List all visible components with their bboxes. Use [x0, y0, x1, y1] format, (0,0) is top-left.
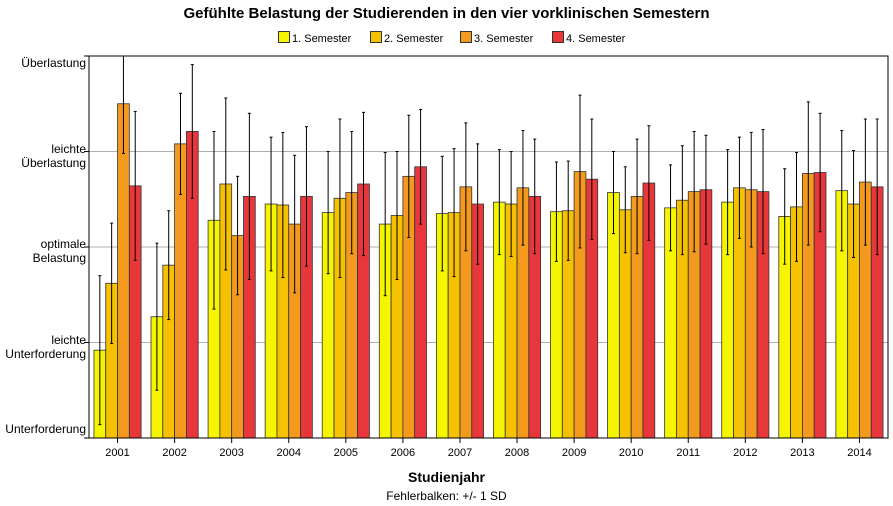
- legend-item: 4. Semester: [552, 31, 625, 46]
- x-tick-label: 2004: [277, 447, 301, 459]
- y-tick-label: leichte Überlastung: [21, 141, 86, 170]
- x-tick-label: 2014: [847, 447, 871, 459]
- legend-swatch: [552, 31, 564, 43]
- legend: 1. Semester 2. Semester 3. Semester 4. Seme…: [0, 31, 893, 47]
- x-axis-title: Studienjahr: [407, 469, 485, 485]
- legend-swatch: [370, 31, 382, 43]
- legend-label: 2. Semester: [384, 33, 444, 45]
- x-tick-label: 2005: [334, 447, 358, 459]
- legend-label: 4. Semester: [566, 33, 626, 45]
- chart-footnote: Fehlerbalken: +/- 1 SD: [386, 489, 507, 503]
- legend-item: 3. Semester: [460, 31, 533, 46]
- x-tick-label: 2002: [162, 447, 186, 459]
- x-tick-label: 2012: [733, 447, 757, 459]
- legend-swatch: [278, 31, 290, 43]
- x-tick-label: 2003: [219, 447, 243, 459]
- y-tick-label: Überlastung: [21, 56, 86, 70]
- x-tick-label: 2006: [391, 447, 415, 459]
- legend-item: 1. Semester: [278, 31, 351, 46]
- legend-swatch: [460, 31, 472, 43]
- x-tick-label: 2013: [790, 447, 814, 459]
- x-tick-label: 2008: [505, 447, 529, 459]
- y-tick-label: Unterforderung: [5, 422, 86, 436]
- x-tick-label: 2007: [448, 447, 472, 459]
- legend-item: 2. Semester: [370, 31, 443, 46]
- plot-frame: [88, 55, 889, 439]
- y-tick-label: leichte Unterforderung: [5, 332, 86, 361]
- y-tick-label: optimale Belastung: [32, 237, 86, 265]
- x-tick-label: 2010: [619, 447, 643, 459]
- x-tick-label: 2011: [676, 447, 700, 459]
- legend-label: 3. Semester: [474, 33, 534, 45]
- chart-title: Gefühlte Belastung der Studierenden in d…: [183, 5, 710, 22]
- x-tick-label: 2001: [105, 447, 129, 459]
- legend-label: 1. Semester: [292, 33, 352, 45]
- x-tick-label: 2009: [562, 447, 586, 459]
